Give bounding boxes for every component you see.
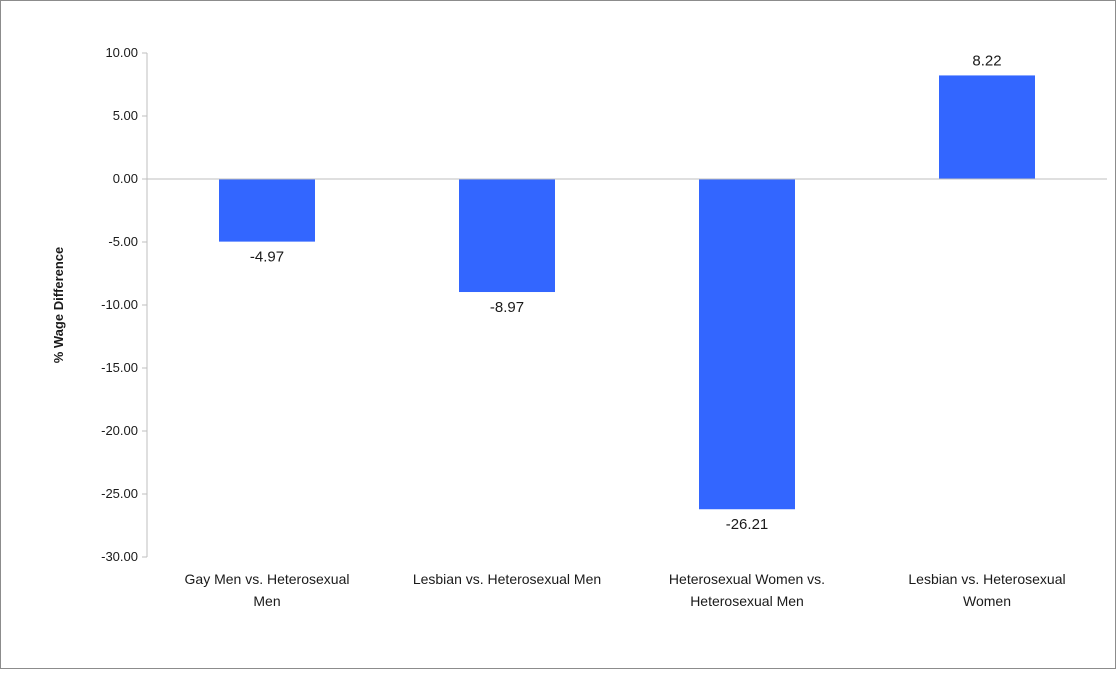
y-axis-label: % Wage Difference [51, 247, 66, 364]
y-tick-label: -25.00 [101, 486, 138, 501]
data-label: 8.22 [972, 52, 1001, 69]
bar [939, 75, 1035, 179]
bar [459, 179, 555, 293]
y-tick-label: -10.00 [101, 297, 138, 312]
data-label: -26.21 [726, 516, 769, 533]
y-tick-label: 0.00 [113, 171, 138, 186]
y-tick-label: -5.00 [108, 234, 138, 249]
bar [219, 179, 315, 242]
category-label: Gay Men vs. Heterosexual Men [185, 571, 350, 609]
category-label: Lesbian vs. Heterosexual Women [908, 571, 1065, 609]
category-label: Lesbian vs. Heterosexual Men [413, 571, 601, 587]
y-tick-label: 5.00 [113, 108, 138, 123]
y-tick-label: -15.00 [101, 360, 138, 375]
y-tick-label: -20.00 [101, 423, 138, 438]
data-label: -8.97 [490, 299, 524, 316]
y-tick-label: -30.00 [101, 549, 138, 564]
y-tick-label: 10.00 [105, 45, 138, 60]
category-label: Heterosexual Women vs. Heterosexual Men [669, 571, 825, 609]
bar [699, 179, 795, 510]
data-label: -4.97 [250, 249, 284, 266]
